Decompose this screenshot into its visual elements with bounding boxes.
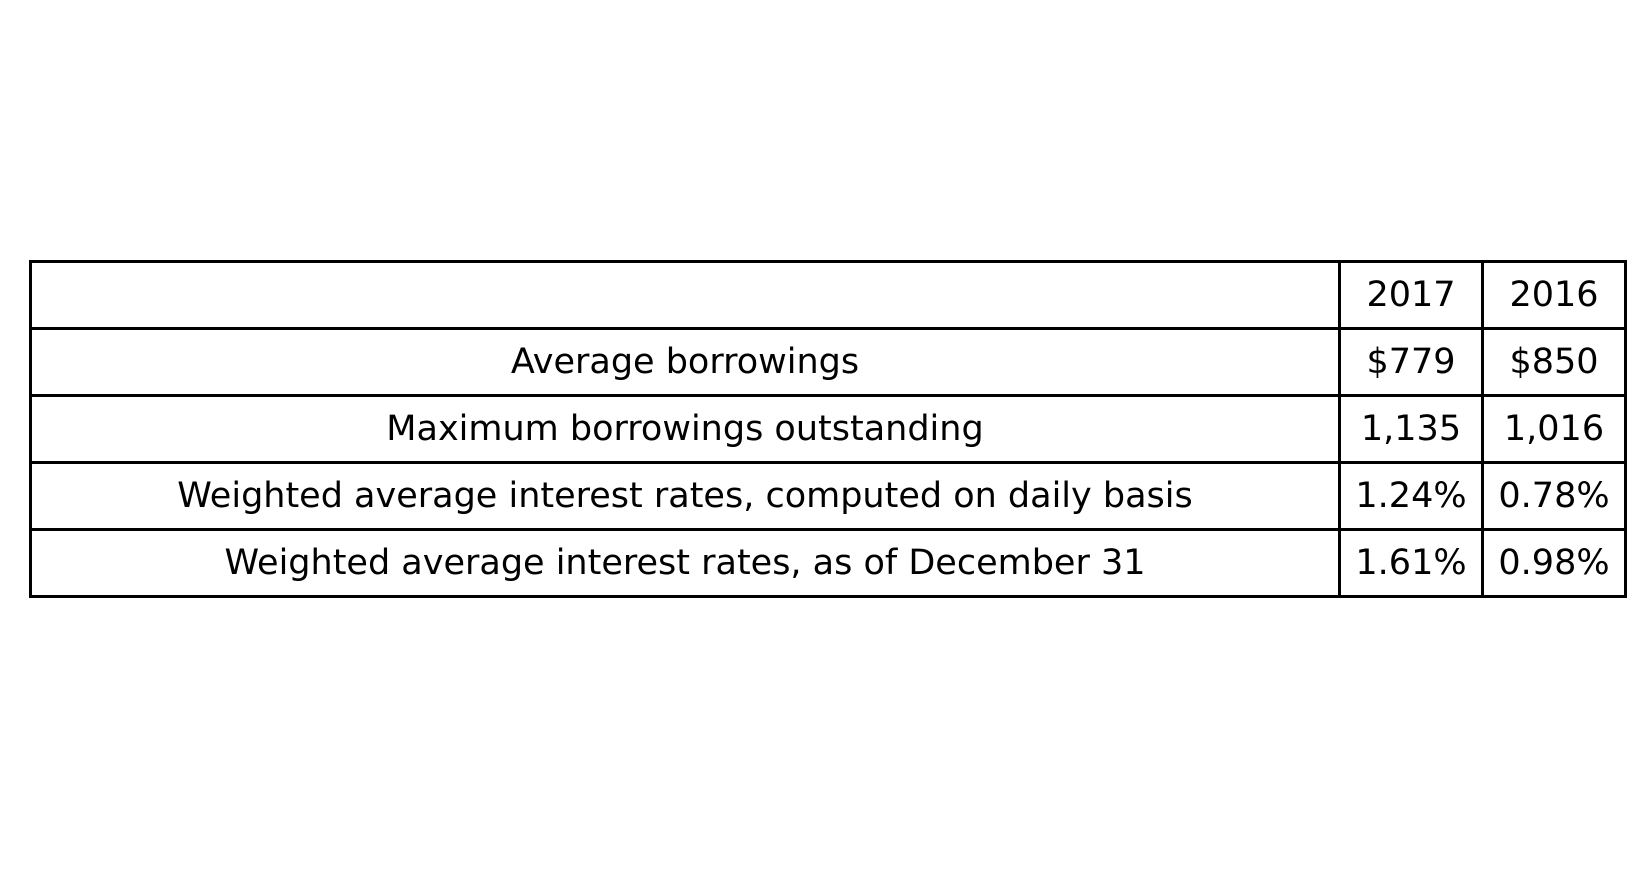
- value-cell: 0.78%: [1481, 461, 1627, 531]
- table-row: Maximum borrowings outstanding 1,135 1,0…: [29, 394, 1627, 464]
- table-header-row: 2017 2016: [29, 260, 1627, 330]
- header-cell-year: 2017: [1338, 260, 1484, 330]
- row-label: Average borrowings: [29, 327, 1341, 397]
- table-row: Weighted average interest rates, as of D…: [29, 528, 1627, 598]
- value-cell: $850: [1481, 327, 1627, 397]
- value-cell: 0.98%: [1481, 528, 1627, 598]
- row-label: Maximum borrowings outstanding: [29, 394, 1341, 464]
- value-cell: 1.61%: [1338, 528, 1484, 598]
- header-cell-label: [29, 260, 1341, 330]
- value-cell: $779: [1338, 327, 1484, 397]
- table-row: Weighted average interest rates, compute…: [29, 461, 1627, 531]
- row-label: Weighted average interest rates, as of D…: [29, 528, 1341, 598]
- value-cell: 1,016: [1481, 394, 1627, 464]
- row-label: Weighted average interest rates, compute…: [29, 461, 1341, 531]
- value-cell: 1,135: [1338, 394, 1484, 464]
- borrowings-table: 2017 2016 Average borrowings $779 $850 M…: [29, 260, 1627, 598]
- table-row: Average borrowings $779 $850: [29, 327, 1627, 397]
- header-cell-year: 2016: [1481, 260, 1627, 330]
- borrowings-table-container: 2017 2016 Average borrowings $779 $850 M…: [29, 260, 1627, 598]
- value-cell: 1.24%: [1338, 461, 1484, 531]
